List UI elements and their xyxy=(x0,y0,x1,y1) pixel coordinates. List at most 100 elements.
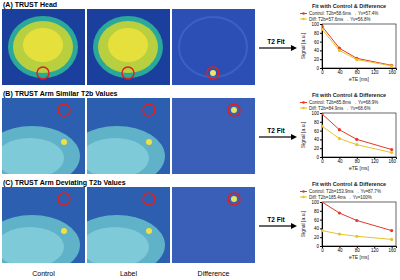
arrow-head xyxy=(291,134,297,140)
y-tick: 60 xyxy=(314,218,322,223)
y-axis-title: Signal [a.u.] xyxy=(300,32,306,59)
arm-inner xyxy=(87,227,149,263)
legend-entry: Control: T2b=58.6ms → Yv=57.4% xyxy=(300,11,378,16)
y-tick-label: 0 xyxy=(316,244,319,249)
arm-inner xyxy=(2,227,64,263)
y-tick-label: 40 xyxy=(314,137,320,142)
data-point xyxy=(322,28,324,31)
series-line xyxy=(322,126,392,152)
series-line xyxy=(322,26,392,65)
head-mid xyxy=(13,21,73,73)
arrow-label: T2 Fit xyxy=(267,216,285,223)
mri-image xyxy=(87,9,170,85)
mri-image xyxy=(2,9,85,85)
y-tick: 0 xyxy=(316,155,322,160)
x-tick: 80 xyxy=(355,68,361,75)
x-axis-title: eTE [ms] xyxy=(349,76,370,82)
y-tick-label: 100 xyxy=(311,111,319,116)
data-point xyxy=(390,64,393,67)
y-tick: 60 xyxy=(314,40,322,45)
y-tick: 100 xyxy=(311,111,322,116)
y-tick: 100 xyxy=(311,200,322,205)
roi-circle xyxy=(228,193,240,205)
plot-data xyxy=(322,25,393,68)
vessel-signal xyxy=(231,107,237,113)
arrow-label: T2 Fit xyxy=(267,38,285,45)
chart-title: Fit with Control & Difference xyxy=(312,3,386,9)
image-background xyxy=(172,9,255,85)
x-tick: 40 xyxy=(337,68,343,75)
x-tick: 160 xyxy=(388,157,396,164)
roi-circle xyxy=(143,193,155,205)
y-tick: 40 xyxy=(314,137,322,142)
legend-marker xyxy=(302,107,305,110)
legend-entry: Diff: T2b=57.6ms → Yv=56.8% xyxy=(300,17,371,22)
chart-title: Fit with Control & Difference xyxy=(312,92,386,98)
plot-background xyxy=(322,24,396,68)
plot-data xyxy=(322,113,393,154)
mri-image xyxy=(172,187,255,263)
x-tick-label: 40 xyxy=(337,248,343,253)
x-tick-label: 80 xyxy=(355,248,361,253)
legend-entry: Diff: T2b=185.4ms → Yv=100% xyxy=(300,195,372,200)
plot-background xyxy=(322,202,396,246)
mri-image xyxy=(172,98,255,174)
y-tick-label: 60 xyxy=(314,40,320,45)
arrow-label: T2 Fit xyxy=(267,127,285,134)
mri-image xyxy=(172,9,255,85)
legend-marker xyxy=(302,18,305,21)
x-tick-label: 40 xyxy=(337,159,343,164)
x-tick: 0 xyxy=(321,157,324,164)
vessel xyxy=(146,228,152,234)
arrow-head xyxy=(291,223,297,229)
legend-line xyxy=(300,13,307,14)
y-tick-label: 80 xyxy=(314,120,320,125)
x-tick: 0 xyxy=(321,246,324,253)
data-point xyxy=(355,219,358,222)
chart: Fit with Control & Difference Control: T2… xyxy=(300,3,397,82)
arm-inner xyxy=(2,138,64,174)
legend-line xyxy=(300,197,307,198)
x-axis-title: eTE [ms] xyxy=(349,254,370,260)
y-tick-label: 60 xyxy=(314,218,320,223)
y-axis: 020406080100 xyxy=(311,22,322,71)
y-tick: 20 xyxy=(314,235,322,240)
x-tick: 0 xyxy=(321,68,324,75)
x-tick-label: 120 xyxy=(371,70,379,75)
arrow-shaft xyxy=(259,225,291,226)
x-tick: 160 xyxy=(388,68,396,75)
data-point xyxy=(322,202,324,204)
legend-label: Diff: T2b=84.9ms → Yv=68.6% xyxy=(309,106,371,111)
x-tick-label: 40 xyxy=(337,70,343,75)
plot-frame xyxy=(322,24,396,68)
y-tick-label: 40 xyxy=(314,226,320,231)
vessel xyxy=(146,139,152,145)
data-point xyxy=(390,64,393,67)
data-point xyxy=(355,235,358,238)
legend-entry: Control: T2b=153.9ms → Yv=87.7% xyxy=(300,189,381,194)
roi-circle xyxy=(143,104,155,116)
legend-label: Control: T2b=153.9ms → Yv=87.7% xyxy=(309,189,381,194)
x-tick-label: 120 xyxy=(371,248,379,253)
data-point xyxy=(390,238,393,241)
y-tick-label: 80 xyxy=(314,209,320,214)
y-tick: 80 xyxy=(314,31,322,36)
series-line xyxy=(322,29,392,66)
arm-outer xyxy=(2,126,80,174)
data-point xyxy=(338,233,341,236)
plot-frame xyxy=(322,202,396,246)
x-axis-title: eTE [ms] xyxy=(349,165,370,171)
legend-label: Diff: T2b=57.6ms → Yv=56.8% xyxy=(309,17,371,22)
data-point xyxy=(322,25,324,28)
data-point xyxy=(355,143,358,146)
column-label: Difference xyxy=(198,270,230,277)
column-label: Control xyxy=(32,270,55,277)
y-tick: 100 xyxy=(311,22,322,27)
data-point xyxy=(355,58,358,61)
legend-entry: Control: T2b=85.8ms → Yv=68.9% xyxy=(300,100,378,105)
vessel xyxy=(61,139,67,145)
x-tick: 120 xyxy=(371,246,379,253)
figure: (A) TRUST HeadT2 Fit(B) TRUST Arm Simila… xyxy=(0,0,400,280)
vessel-signal xyxy=(231,196,237,202)
x-tick-label: 160 xyxy=(388,159,396,164)
